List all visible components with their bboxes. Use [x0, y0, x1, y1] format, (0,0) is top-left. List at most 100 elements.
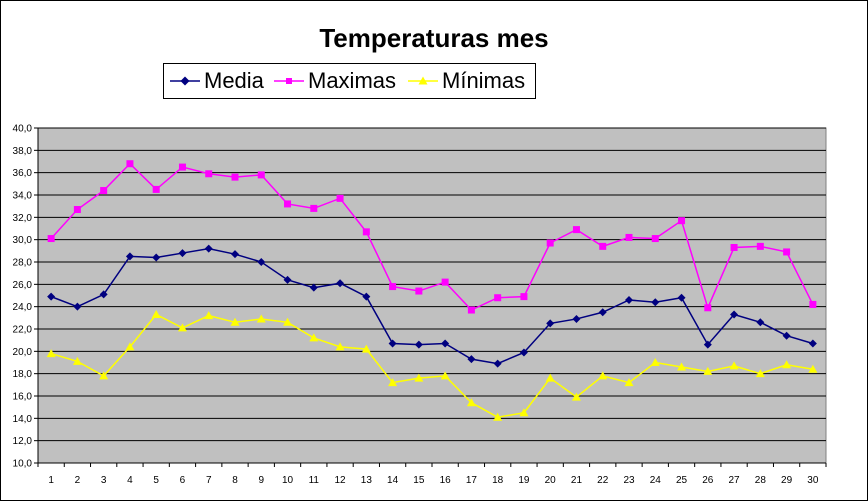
y-tick-label: 24,0: [13, 302, 33, 313]
y-tick-label: 22,0: [13, 325, 33, 336]
data-point: [755, 369, 765, 378]
series-line-2: [50, 313, 813, 419]
data-point: [204, 311, 214, 320]
data-point: [152, 253, 161, 262]
legend-marker-minimas: [408, 76, 438, 85]
data-point: [624, 378, 634, 387]
data-point: [415, 287, 423, 295]
data-point: [783, 248, 791, 256]
data-point: [519, 348, 528, 357]
y-tick-label: 38,0: [13, 146, 33, 157]
y-tick-label: 16,0: [13, 392, 33, 403]
data-point: [546, 239, 554, 247]
y-tick-label: 30,0: [13, 235, 33, 246]
data-point: [651, 298, 660, 307]
data-point: [598, 308, 607, 317]
data-point: [231, 173, 239, 181]
data-point: [46, 349, 56, 358]
chart-legend: Media Maximas Mínimas: [163, 63, 536, 99]
data-point: [388, 378, 398, 387]
data-point: [125, 342, 135, 351]
series-line-1: [50, 162, 814, 311]
legend-marker-maximas: [274, 78, 304, 84]
x-tick-label: 15: [413, 475, 425, 486]
data-point: [598, 371, 608, 380]
data-point: [283, 317, 293, 326]
data-point: [177, 323, 187, 332]
x-tick-label: 28: [755, 475, 767, 486]
legend-item-maximas: Maximas: [274, 64, 396, 98]
x-tick-label: 11: [309, 475, 320, 486]
data-point: [650, 358, 660, 366]
data-point: [782, 331, 791, 340]
y-tick-label: 34,0: [13, 191, 33, 202]
data-point: [309, 333, 319, 342]
y-tick-label: 14,0: [13, 414, 33, 425]
data-point: [466, 398, 476, 407]
data-point: [730, 310, 739, 319]
x-tick-label: 10: [282, 475, 294, 486]
y-tick-label: 32,0: [13, 213, 33, 224]
data-point: [414, 373, 424, 382]
data-point: [99, 290, 108, 299]
x-tick-label: 22: [597, 475, 609, 486]
x-tick-label: 1: [48, 475, 54, 486]
legend-label-minimas: Mínimas: [442, 68, 526, 93]
data-point: [704, 304, 712, 312]
data-point: [703, 340, 712, 349]
x-tick-label: 6: [180, 475, 186, 486]
x-tick-label: 8: [232, 475, 238, 486]
data-point: [72, 356, 82, 365]
data-point: [362, 292, 371, 301]
legend-item-media: Media: [170, 64, 264, 98]
data-point: [336, 194, 344, 202]
data-point: [47, 235, 55, 243]
data-point: [99, 371, 109, 380]
data-point: [519, 408, 529, 417]
data-point: [47, 292, 56, 301]
data-point: [678, 217, 686, 225]
data-point: [414, 340, 423, 349]
x-tick-label: 24: [650, 475, 662, 486]
data-point: [152, 185, 160, 193]
data-point: [572, 314, 581, 323]
data-point: [178, 163, 186, 171]
data-point: [178, 249, 187, 258]
data-point: [231, 250, 239, 259]
data-point: [204, 244, 213, 253]
data-point: [309, 283, 318, 292]
data-point: [808, 339, 817, 348]
data-point: [599, 242, 607, 250]
x-tick-label: 13: [361, 475, 373, 486]
x-tick-label: 4: [127, 475, 133, 486]
x-tick-label: 16: [440, 475, 452, 486]
x-tick-label: 26: [702, 475, 714, 486]
data-point: [467, 306, 475, 314]
data-point: [625, 233, 633, 241]
data-point: [808, 364, 818, 373]
x-tick-label: 12: [335, 475, 347, 486]
x-tick-label: 23: [623, 475, 635, 486]
data-point: [73, 206, 81, 214]
data-point: [388, 339, 397, 348]
data-point: [335, 342, 345, 351]
data-point: [441, 278, 449, 286]
data-point: [677, 362, 687, 371]
legend-label-maximas: Maximas: [308, 68, 397, 93]
data-point: [205, 170, 213, 178]
x-tick-label: 9: [258, 475, 264, 486]
x-tick-label: 18: [492, 475, 504, 486]
data-point: [571, 392, 581, 401]
y-tick-label: 12,0: [13, 436, 33, 447]
x-tick-label: 29: [781, 475, 793, 486]
data-point: [283, 275, 292, 284]
x-tick-label: 3: [101, 475, 107, 486]
data-point: [703, 366, 713, 375]
data-point: [389, 283, 397, 291]
y-tick-label: 18,0: [13, 369, 33, 380]
data-point: [730, 243, 738, 251]
data-point: [494, 294, 502, 302]
data-point: [493, 359, 502, 368]
y-tick-label: 40,0: [13, 124, 33, 135]
data-point: [493, 412, 503, 421]
